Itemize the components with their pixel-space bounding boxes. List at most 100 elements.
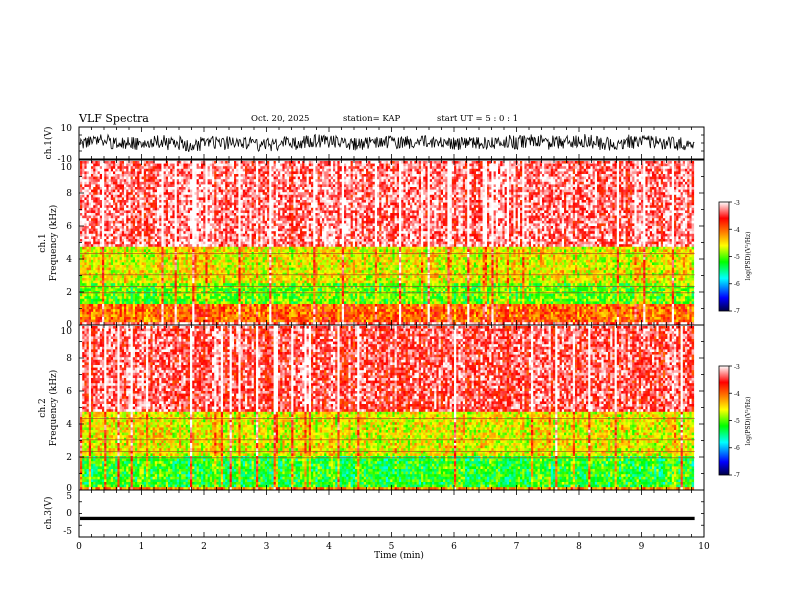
spectrogram-cell xyxy=(357,161,360,164)
spectrogram-cell xyxy=(258,169,261,172)
spectrogram-cell xyxy=(507,161,510,164)
spectrogram-cell xyxy=(480,161,483,164)
spectrogram-cell xyxy=(359,164,362,167)
spectrogram-cell xyxy=(588,164,591,167)
spectrogram-cell xyxy=(194,166,197,169)
spectrogram-cell xyxy=(478,166,481,169)
spectrogram-cell xyxy=(106,166,109,169)
spectrogram-cell xyxy=(146,161,149,164)
spectrogram-cell xyxy=(476,166,479,169)
spectrogram-cell xyxy=(126,166,129,169)
spectrogram-cell xyxy=(133,161,136,164)
spectrogram-cell xyxy=(104,161,107,164)
spectrogram-cell xyxy=(421,164,424,167)
spectrogram-cell xyxy=(381,161,384,164)
spectrogram-cell xyxy=(513,164,516,167)
spectrogram-cell xyxy=(194,169,197,172)
spectrogram-cell xyxy=(403,169,406,172)
spectrogram-cell xyxy=(109,164,112,167)
spectrogram-cell xyxy=(274,164,277,167)
spectrogram-cell xyxy=(461,169,464,172)
spectrogram-cell xyxy=(293,161,296,164)
spectrogram-cell xyxy=(313,169,316,172)
spectrogram-cell xyxy=(351,161,354,164)
spectrogram-cell xyxy=(300,161,303,164)
spectrogram-cell xyxy=(447,169,450,172)
spectrogram-cell xyxy=(560,161,563,164)
spectrogram-cell xyxy=(370,161,373,164)
spectrogram-cell xyxy=(80,169,83,172)
spectrogram-cell xyxy=(425,169,428,172)
spectrogram-cell xyxy=(232,169,235,172)
spectrogram-cell xyxy=(236,161,239,164)
spectrogram-cell xyxy=(82,166,85,169)
spectrogram-cell xyxy=(648,161,651,164)
spectrogram-cell xyxy=(513,161,516,164)
spectrogram-cell xyxy=(326,169,329,172)
spectrogram-cell xyxy=(384,166,387,169)
spectrogram-cell xyxy=(568,161,571,164)
spectrogram-cell xyxy=(397,166,400,169)
spectrogram-cell xyxy=(225,164,228,167)
spectrogram-cell xyxy=(368,166,371,169)
spectrogram-cell xyxy=(164,164,167,167)
spectrogram-cell xyxy=(639,161,642,164)
spectrogram-cell xyxy=(252,166,255,169)
spectrogram-cell xyxy=(335,166,338,169)
vlf-figure: 10 -10 0 2 4 6 8 10 0 2 4 6 8 10 5 0 -5 … xyxy=(0,0,792,612)
spectrogram-cell xyxy=(511,166,514,169)
spectrogram-cell xyxy=(377,166,380,169)
spectrogram-cell xyxy=(511,161,514,164)
spectrogram-cell xyxy=(320,169,323,172)
spectrogram-cell xyxy=(362,169,365,172)
spectrogram-cell xyxy=(681,166,684,169)
spectrogram-cell xyxy=(124,166,127,169)
spectrogram-cell xyxy=(89,166,92,169)
spectrogram-cell xyxy=(89,161,92,164)
spectrogram-cell xyxy=(104,166,107,169)
spectrogram-cell xyxy=(588,169,591,172)
spectrogram-cell xyxy=(313,161,316,164)
spectrogram-cell xyxy=(249,164,252,167)
spectrogram-cell xyxy=(650,166,653,169)
spectrogram-cell xyxy=(285,169,288,172)
spectrogram-cell xyxy=(80,171,83,174)
spectrogram-cell xyxy=(368,169,371,172)
spectrogram-cell xyxy=(584,161,587,164)
spectrogram-cell xyxy=(362,164,365,167)
spectrogram-cell xyxy=(513,166,516,169)
spectrogram-cell xyxy=(80,164,83,167)
spectrogram-cell xyxy=(516,169,519,172)
spectrogram-cell xyxy=(106,161,109,164)
spectrogram-cell xyxy=(179,169,182,172)
spectrogram-cell xyxy=(476,164,479,167)
spectrogram-cell xyxy=(395,169,398,172)
spectrogram-cell xyxy=(276,166,279,169)
spectrogram-cell xyxy=(571,161,574,164)
spectrogram-cell xyxy=(463,169,466,172)
spectrogram-cell xyxy=(458,161,461,164)
spectrogram-cell xyxy=(289,169,292,172)
spectrogram-cell xyxy=(172,166,175,169)
spectrogram-cell xyxy=(109,171,112,174)
spectrogram-cell xyxy=(529,169,532,172)
spectrogram-cell xyxy=(599,164,602,167)
spectrogram-cell xyxy=(410,169,413,172)
spectrogram-cell xyxy=(117,161,120,164)
spectrogram-cell xyxy=(432,164,435,167)
spectrogram-cell xyxy=(100,171,103,174)
spectrogram-cell xyxy=(582,166,585,169)
spectrogram-cell xyxy=(511,164,514,167)
spectrogram-cell xyxy=(436,161,439,164)
spectrogram-cell xyxy=(91,171,94,174)
spectrogram-cell xyxy=(300,164,303,167)
spectrogram-cell xyxy=(575,161,578,164)
spectrogram-cell xyxy=(599,161,602,164)
spectrogram-cell xyxy=(626,169,629,172)
spectrogram-cell xyxy=(293,164,296,167)
spectrogram-cell xyxy=(113,164,116,167)
spectrogram-cell xyxy=(357,164,360,167)
spectrogram-cell xyxy=(529,166,532,169)
spectrogram-cell xyxy=(265,166,268,169)
spectrogram-cell xyxy=(516,166,519,169)
